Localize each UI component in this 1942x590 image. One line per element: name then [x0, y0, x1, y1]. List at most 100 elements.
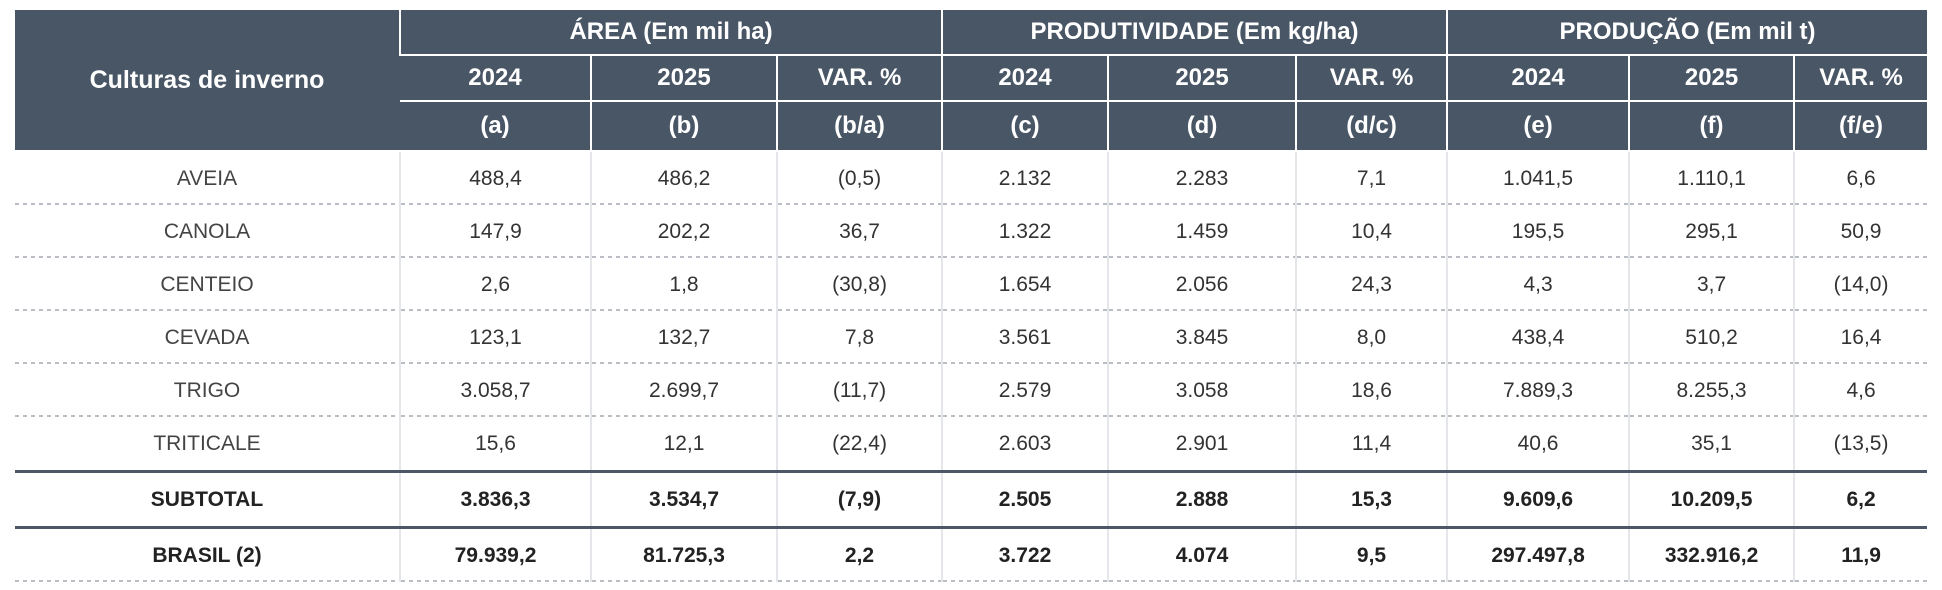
table-header: Culturas de inverno ÁREA (Em mil ha) PRO…	[15, 10, 1928, 152]
table-cell: (13,5)	[1793, 417, 1928, 473]
table-cell: 2.505	[941, 471, 1109, 529]
table-cell: 8,0	[1295, 311, 1448, 364]
header-code: (b)	[590, 101, 777, 152]
header-year: 2024	[941, 55, 1109, 102]
header-year: VAR. %	[1295, 55, 1448, 102]
table-cell: 4,3	[1446, 258, 1630, 311]
table-cell: 3,7	[1628, 258, 1795, 311]
table-cell: 6,2	[1793, 471, 1928, 529]
table-cell: 488,4	[399, 151, 591, 205]
header-code: (d/c)	[1295, 101, 1448, 152]
table-cell: 15,3	[1295, 471, 1448, 529]
table-cell: 195,5	[1446, 205, 1630, 258]
subtotal-label: SUBTOTAL	[15, 471, 400, 529]
winter-crops-table: Culturas de inverno ÁREA (Em mil ha) PRO…	[15, 10, 1928, 582]
crop-name: TRITICALE	[15, 417, 400, 473]
table-cell: 50,9	[1793, 205, 1928, 258]
header-group-area: ÁREA (Em mil ha)	[398, 10, 943, 56]
table-cell: 7,8	[775, 311, 943, 364]
table-cell: 9,5	[1295, 527, 1448, 582]
table-cell: 2.132	[941, 151, 1109, 205]
table-cell: 486,2	[590, 151, 777, 205]
header-row-years: 2024 2025 VAR. % 2024 2025 VAR. % 2024 2…	[15, 55, 1928, 102]
table-cell: 79.939,2	[399, 527, 591, 582]
table-cell: (22,4)	[775, 417, 943, 473]
table-cell: 1.041,5	[1446, 151, 1630, 205]
header-code: (c)	[941, 101, 1109, 152]
table-cell: 3.058,7	[399, 364, 591, 417]
table-cell: 3.836,3	[399, 471, 591, 529]
table-row: CANOLA 147,9 202,2 36,7 1.322 1.459 10,4…	[15, 205, 1928, 258]
table-cell: 438,4	[1446, 311, 1630, 364]
table-row: CEVADA 123,1 132,7 7,8 3.561 3.845 8,0 4…	[15, 311, 1928, 364]
table-cell: 7.889,3	[1446, 364, 1630, 417]
header-group-produtividade: PRODUTIVIDADE (Em kg/ha)	[941, 10, 1448, 56]
header-row-groups: Culturas de inverno ÁREA (Em mil ha) PRO…	[15, 10, 1928, 152]
header-year: 2025	[590, 55, 777, 102]
table-cell: 332.916,2	[1628, 527, 1795, 582]
header-code: (b/a)	[775, 101, 943, 152]
table-cell: (30,8)	[775, 258, 943, 311]
table-cell: 3.845	[1107, 311, 1297, 364]
header-culturas: Culturas de inverno	[15, 10, 400, 152]
table-cell: 2.699,7	[590, 364, 777, 417]
table-cell: 11,9	[1793, 527, 1928, 582]
table-cell: 15,6	[399, 417, 591, 473]
table-row: TRIGO 3.058,7 2.699,7 (11,7) 2.579 3.058…	[15, 364, 1928, 417]
table-cell: 510,2	[1628, 311, 1795, 364]
header-row-codes: (a) (b) (b/a) (c) (d) (d/c) (e) (f) (f/e…	[15, 101, 1928, 152]
header-group-producao: PRODUÇÃO (Em mil t)	[1446, 10, 1928, 56]
table-cell: 8.255,3	[1628, 364, 1795, 417]
header-year: 2024	[1446, 55, 1630, 102]
table-cell: 2.888	[1107, 471, 1297, 529]
crop-name: AVEIA	[15, 151, 400, 205]
header-year: VAR. %	[1793, 55, 1928, 102]
table-cell: 1.110,1	[1628, 151, 1795, 205]
table-cell: 3.534,7	[590, 471, 777, 529]
table-cell: 36,7	[775, 205, 943, 258]
crop-name: CANOLA	[15, 205, 400, 258]
table-cell: 7,1	[1295, 151, 1448, 205]
header-code: (f/e)	[1793, 101, 1928, 152]
table-cell: 2.283	[1107, 151, 1297, 205]
table-cell: 297.497,8	[1446, 527, 1630, 582]
table-cell: 10.209,5	[1628, 471, 1795, 529]
subtotal-row: SUBTOTAL 3.836,3 3.534,7 (7,9) 2.505 2.8…	[15, 471, 1928, 529]
table-cell: 2.603	[941, 417, 1109, 473]
table-cell: 18,6	[1295, 364, 1448, 417]
table-cell: 1.322	[941, 205, 1109, 258]
table-cell: 35,1	[1628, 417, 1795, 473]
table-cell: 3.561	[941, 311, 1109, 364]
table-cell: 1.654	[941, 258, 1109, 311]
table-cell: 1.459	[1107, 205, 1297, 258]
header-year: 2025	[1107, 55, 1297, 102]
crop-name: TRIGO	[15, 364, 400, 417]
table-cell: 2,2	[775, 527, 943, 582]
table-cell: 295,1	[1628, 205, 1795, 258]
table-cell: 16,4	[1793, 311, 1928, 364]
table-cell: 132,7	[590, 311, 777, 364]
table-cell: 123,1	[399, 311, 591, 364]
brasil-label: BRASIL (2)	[15, 527, 400, 582]
table-row: CENTEIO 2,6 1,8 (30,8) 1.654 2.056 24,3 …	[15, 258, 1928, 311]
table-cell: 2.901	[1107, 417, 1297, 473]
table-cell: 147,9	[399, 205, 591, 258]
table-cell: 202,2	[590, 205, 777, 258]
table-cell: 81.725,3	[590, 527, 777, 582]
table-cell: 9.609,6	[1446, 471, 1630, 529]
table-cell: 3.058	[1107, 364, 1297, 417]
table-row: AVEIA 488,4 486,2 (0,5) 2.132 2.283 7,1 …	[15, 151, 1928, 205]
header-code: (d)	[1107, 101, 1297, 152]
header-year: 2024	[400, 55, 591, 102]
table-cell: 4,6	[1793, 364, 1928, 417]
table-cell: (14,0)	[1793, 258, 1928, 311]
crop-name: CEVADA	[15, 311, 400, 364]
table-cell: 24,3	[1295, 258, 1448, 311]
crop-name: CENTEIO	[15, 258, 400, 311]
table-body: AVEIA 488,4 486,2 (0,5) 2.132 2.283 7,1 …	[15, 151, 1928, 582]
table-cell: 6,6	[1793, 151, 1928, 205]
table-cell: 12,1	[590, 417, 777, 473]
header-code: (e)	[1446, 101, 1630, 152]
header-code: (f)	[1628, 101, 1795, 152]
table-cell: 2,6	[399, 258, 591, 311]
